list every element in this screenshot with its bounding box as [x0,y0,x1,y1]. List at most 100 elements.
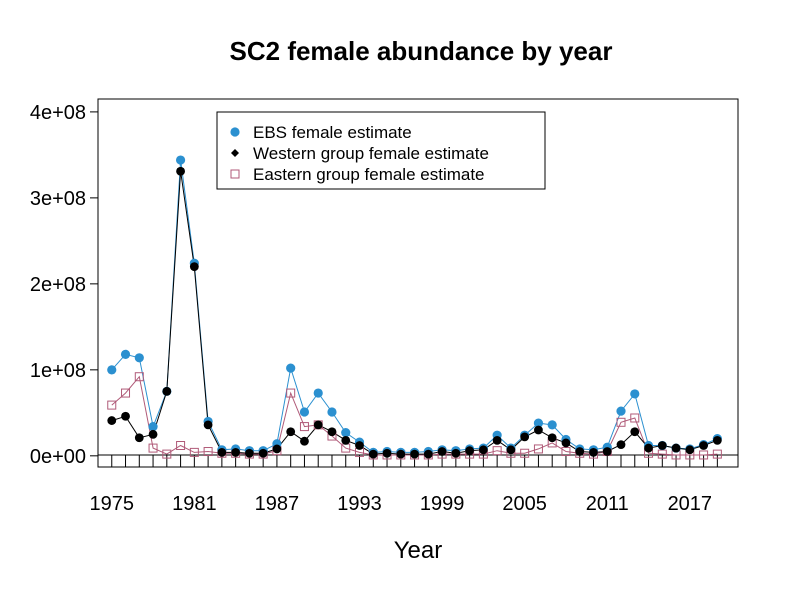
ebs-point [533,418,544,428]
legend-marker-ebs [230,127,240,137]
western-point [657,441,667,450]
western-point [534,425,543,435]
western-point [589,447,598,457]
western-point [368,449,378,459]
eastern-point [492,446,502,456]
series-lines [111,159,718,456]
western-point [506,445,516,455]
plot-frame [97,98,739,468]
x-tick-label: 1981 [172,493,217,515]
western-point [286,427,296,437]
series-line [111,375,718,456]
x-tick-label: 1993 [337,493,382,515]
legend-label: Western group female estimate [253,144,489,163]
series-points [107,155,722,460]
eastern-point [134,372,144,382]
western-point [258,448,268,458]
legend-box [216,111,546,190]
western-point [341,435,351,445]
eastern-point [699,450,709,460]
legend-marker-eastern [230,169,240,179]
ebs-point [299,407,310,417]
eastern-point [520,448,530,458]
ebs-point [134,353,144,363]
western-point [272,444,282,454]
western-point [148,429,158,439]
y-tick-label: 1e+08 [30,360,86,382]
western-point [203,420,213,430]
ebs-point [107,365,117,375]
western-point [685,445,695,455]
x-tick-label: 1975 [90,493,135,515]
x-tick-label: 1999 [420,493,465,515]
x-tick-label: 2005 [502,493,547,515]
western-point [699,441,708,450]
legend-marker-western [231,149,239,157]
western-point [423,449,433,459]
y-axis: 0e+00 1e+08 2e+08 3e+08 4e+08 [30,102,98,468]
western-point [327,427,337,437]
ebs-point [630,389,640,399]
western-point [355,441,364,450]
western-point [410,449,419,459]
x-tick-label: 2017 [668,493,713,515]
y-tick-label: 4e+08 [30,102,86,124]
series-line [111,171,718,455]
western-point [520,432,530,442]
ebs-point [120,349,131,359]
ebs-point [148,421,158,432]
series-line [111,159,718,453]
eastern-point [533,444,543,454]
eastern-point [148,443,158,453]
ebs-point [616,406,626,416]
y-tick-label: 0e+00 [30,446,86,468]
western-point [313,420,323,430]
eastern-point [286,388,296,398]
chart-title: SC2 female abundance by year [230,36,613,66]
western-point [134,433,144,443]
western-point [382,448,392,458]
western-point [107,416,117,425]
eastern-point [561,447,571,457]
legend-label: EBS female estimate [253,123,412,142]
eastern-point [121,388,131,398]
eastern-point [162,449,172,459]
western-point [492,435,502,445]
eastern-point [203,447,213,457]
ebs-point [313,388,323,398]
x-tick-label: 2011 [586,493,629,515]
ebs-point [327,407,337,417]
y-tick-label: 2e+08 [30,274,86,296]
western-point [616,440,626,450]
western-point [300,436,309,446]
eastern-point [712,449,722,459]
western-point [478,445,488,455]
eastern-point [630,413,640,423]
western-point [176,166,185,176]
western-point [630,427,640,437]
x-axis-label: Year [394,537,443,564]
eastern-point [107,400,117,410]
western-point [244,448,254,458]
ebs-point [341,428,351,438]
eastern-point [299,422,309,432]
western-point [437,447,447,456]
eastern-point [616,417,626,427]
western-point [162,386,172,396]
western-point [671,443,681,453]
western-point [189,262,199,272]
legend-label: Eastern group female estimate [253,165,485,184]
x-tick-label: 1987 [255,493,300,515]
western-point [712,435,722,445]
western-point [465,446,475,456]
western-point [451,448,461,458]
x-axis: 1975 1981 1987 1993 1999 2005 2011 2017 [90,455,718,515]
western-point [396,449,406,459]
western-point [602,447,612,456]
western-point [644,443,653,453]
ebs-point [547,420,557,430]
ebs-point [175,155,186,165]
eastern-point [189,447,199,457]
western-point [121,411,130,421]
